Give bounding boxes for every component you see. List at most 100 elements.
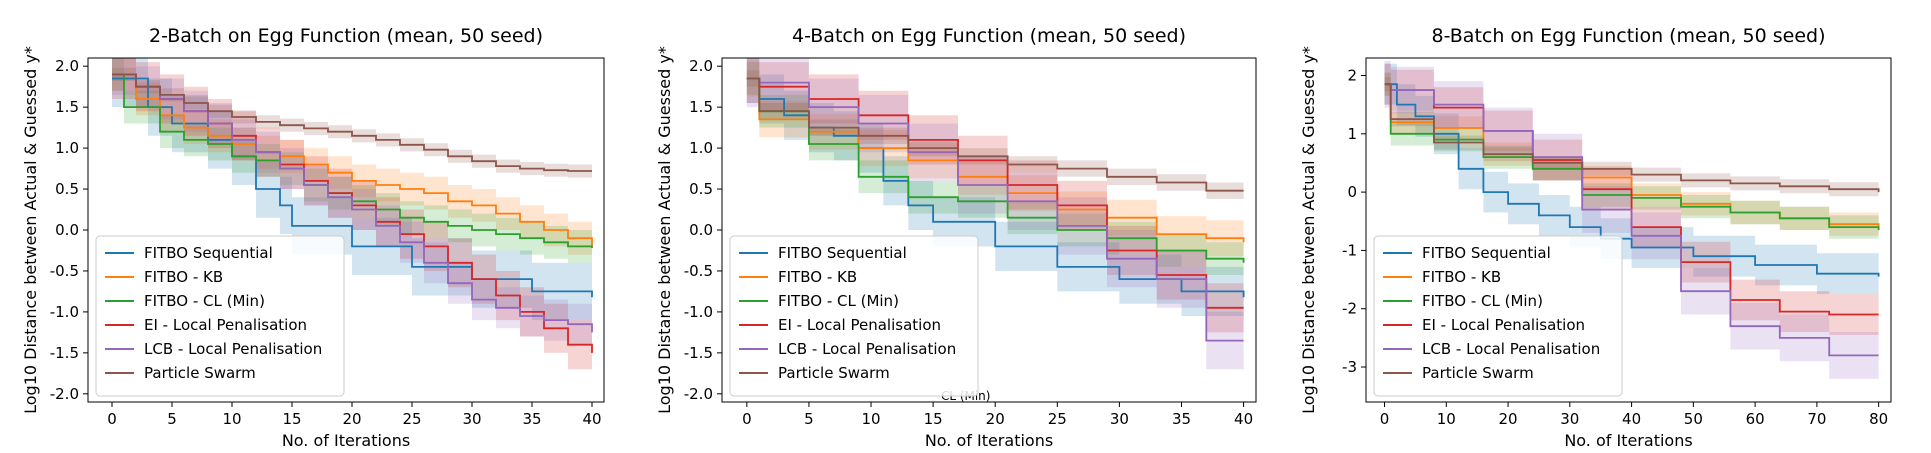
band-2	[112, 58, 592, 263]
legend-entry: EI - Local Penalisation	[144, 316, 307, 334]
x-tick-label: 25	[402, 410, 421, 428]
y-tick-label: -2.0	[684, 385, 713, 403]
y-tick-label: 1.0	[55, 139, 79, 157]
legend-entry: LCB - Local Penalisation	[144, 340, 322, 358]
y-tick-label: 0.5	[689, 180, 713, 198]
legend-entry: Particle Swarm	[778, 364, 890, 382]
legend-entry: EI - Local Penalisation	[778, 316, 941, 334]
x-tick-label: 60	[1746, 410, 1765, 428]
legend-entry: FITBO - KB	[144, 268, 223, 286]
x-tick-label: 35	[1172, 410, 1191, 428]
band-6	[112, 67, 592, 178]
series-line-5	[746, 77, 1244, 342]
x-tick-label: 20	[986, 410, 1005, 428]
legend-entry: FITBO Sequential	[1422, 244, 1551, 262]
y-axis-label: Log10 Distance between Actual & Guessed …	[655, 46, 674, 414]
band-6	[746, 70, 1244, 199]
x-axis-label: No. of Iterations	[1564, 431, 1692, 450]
y-tick-label: 1.0	[689, 139, 713, 157]
chart-3: 8-Batch on Egg Function (mean, 50 seed) 0…	[1299, 25, 1892, 450]
y-tick-label: -0.5	[50, 262, 79, 280]
x-axis-label: No. of Iterations	[925, 431, 1053, 450]
x-tick-label: 20	[1499, 410, 1518, 428]
x-tick-label: 5	[804, 410, 814, 428]
legend-entry: LCB - Local Penalisation	[1422, 340, 1600, 358]
chart-title: 4-Batch on Egg Function (mean, 50 seed)	[792, 25, 1186, 47]
x-tick-label: 40	[582, 410, 601, 428]
y-tick-label: -1.5	[50, 344, 79, 362]
plot-frame	[1365, 57, 1892, 403]
legend-box	[1373, 235, 1623, 397]
legend-entry: FITBO - KB	[1422, 268, 1501, 286]
x-tick-label: 30	[462, 410, 481, 428]
x-tick-label: 0	[742, 410, 752, 428]
y-tick-label: -1	[1342, 241, 1357, 259]
legend-entry: FITBO Sequential	[144, 244, 273, 262]
series-line-6	[112, 73, 592, 172]
y-tick-label: -1.0	[50, 303, 79, 321]
y-tick-label: 2.0	[689, 57, 713, 75]
y-tick-label: 0	[1347, 183, 1357, 201]
x-tick-label: 40	[1234, 410, 1253, 428]
legend-box	[95, 235, 345, 397]
y-tick-label: 1	[1347, 125, 1357, 143]
y-axis-label: Log10 Distance between Actual & Guessed …	[1299, 46, 1318, 414]
chart-2: 4-Batch on Egg Function (mean, 50 seed) 0…	[655, 25, 1257, 450]
band-3	[112, 58, 592, 265]
x-tick-label: 70	[1807, 410, 1826, 428]
chart-title: 8-Batch on Egg Function (mean, 50 seed)	[1432, 25, 1826, 47]
y-tick-label: -2	[1342, 300, 1357, 318]
plot-area	[746, 58, 1245, 370]
series-line-5	[112, 73, 593, 333]
x-tick-label: 30	[1560, 410, 1579, 428]
x-tick-label: 10	[861, 410, 880, 428]
legend: FITBO Sequential FITBO - KB FITBO - CL (Mi…	[729, 235, 979, 397]
x-tick-label: 15	[282, 410, 301, 428]
y-tick-label: -0.5	[684, 262, 713, 280]
y-tick-label: -3	[1342, 358, 1357, 376]
x-tick-label: 10	[1437, 410, 1456, 428]
y-tick-label: 1.5	[55, 98, 79, 116]
y-tick-label: 0.5	[55, 180, 79, 198]
y-tick-label: 2	[1347, 66, 1357, 84]
y-tick-label: -2.0	[50, 385, 79, 403]
y-axis-label: Log10 Distance between Actual & Guessed …	[21, 46, 40, 414]
legend-entry: FITBO - CL (Min)	[144, 292, 265, 310]
series-line-2	[112, 73, 593, 247]
x-axis-label: No. of Iterations	[282, 431, 410, 450]
legend: FITBO Sequential FITBO - KB FITBO - CL (Mi…	[1373, 235, 1623, 397]
x-tick-label: 10	[222, 410, 241, 428]
x-tick-label: 30	[1110, 410, 1129, 428]
x-tick-label: 35	[522, 410, 541, 428]
legend: FITBO Sequential FITBO - KB FITBO - CL (Mi…	[95, 235, 345, 397]
x-tick-label: 40	[1622, 410, 1641, 428]
legend-entry: FITBO - CL (Min)	[1422, 292, 1543, 310]
x-tick-label: 0	[107, 410, 117, 428]
legend-entry: FITBO Sequential	[778, 244, 907, 262]
series-line-6	[1384, 83, 1880, 193]
x-tick-label: 5	[167, 410, 177, 428]
band-4	[746, 58, 1244, 333]
y-tick-label: 0.0	[55, 221, 79, 239]
x-tick-label: 15	[924, 410, 943, 428]
chart-1: 2-Batch on Egg Function (mean, 50 seed) 0…	[21, 25, 605, 450]
band-1	[1384, 63, 1879, 298]
band-3	[746, 62, 1244, 280]
x-tick-label: 80	[1869, 410, 1888, 428]
y-tick-label: 2.0	[55, 57, 79, 75]
plot-area	[1384, 60, 1880, 379]
legend-entry: Particle Swarm	[1422, 364, 1534, 382]
x-tick-label: 0	[1380, 410, 1390, 428]
y-tick-label: 1.5	[689, 98, 713, 116]
x-tick-label: 20	[342, 410, 361, 428]
y-tick-label: -1.5	[684, 344, 713, 362]
series-line-6	[746, 77, 1244, 192]
legend-entry: FITBO - CL (Min)	[778, 292, 899, 310]
legend-entry: Particle Swarm	[144, 364, 256, 382]
series-line-1	[1384, 83, 1880, 277]
legend-entry: LCB - Local Penalisation	[778, 340, 956, 358]
legend-entry: FITBO - KB	[778, 268, 857, 286]
chart-title: 2-Batch on Egg Function (mean, 50 seed)	[149, 25, 543, 47]
